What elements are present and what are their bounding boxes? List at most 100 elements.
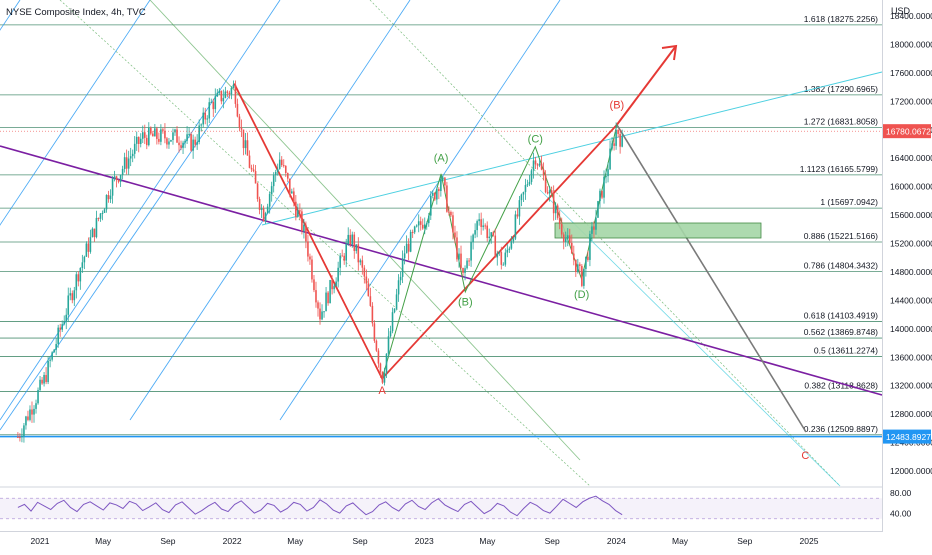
red-arrow-head (661, 44, 678, 61)
candle-body (19, 437, 21, 439)
candle-body (323, 311, 325, 313)
candle-body (232, 84, 235, 88)
candle-body (236, 103, 239, 117)
marked-level-badge (883, 429, 931, 444)
candle-body (276, 168, 279, 173)
candle-body (280, 159, 283, 166)
candle-body (125, 157, 128, 169)
candle-body (506, 249, 509, 253)
candle-body (214, 96, 217, 110)
candle-body (496, 253, 499, 258)
candle-body (164, 130, 166, 139)
rsi-tick-label: 40.00 (890, 509, 912, 519)
candle-body (621, 136, 623, 147)
candle-body (99, 213, 102, 219)
candle-body (81, 262, 84, 268)
candle-body (53, 349, 55, 353)
candle-body (49, 359, 51, 361)
candle-body (438, 189, 440, 192)
rsi-pane (0, 486, 882, 520)
candle-body (482, 225, 484, 227)
purple-trendline (0, 145, 883, 396)
candle-body (103, 209, 106, 213)
candle-body (59, 327, 61, 330)
candle-body (550, 190, 553, 194)
candle-body (333, 286, 335, 290)
candle-body (135, 136, 138, 144)
candle-body (252, 169, 255, 172)
candle-body (224, 91, 227, 98)
price-axis: 18400.0000 18000.0000 17600.0000 17200.0000… (0, 11, 932, 519)
candle-body (289, 178, 291, 194)
candle-body (558, 217, 561, 225)
candle-body (385, 353, 388, 373)
candle-body (220, 90, 223, 102)
candle-body (85, 243, 88, 257)
candle-body (401, 258, 404, 277)
candle-body (589, 233, 591, 260)
candle-body (419, 221, 422, 225)
candle-body (152, 133, 154, 137)
candle-body (158, 138, 160, 142)
fib-level-label: 0.562 (13869.8748) (804, 327, 878, 337)
candle-body (425, 223, 428, 225)
candle-body (556, 205, 559, 218)
target-zone-box (554, 222, 762, 239)
candle-body (87, 243, 90, 252)
candle-body (202, 112, 204, 125)
candle-body (264, 213, 267, 222)
time-tick-label: May (672, 536, 689, 546)
candle-body (79, 267, 82, 282)
candle-body (35, 403, 37, 409)
candle-body (534, 160, 537, 165)
candle-body (605, 176, 607, 178)
wave-label: (B) (458, 296, 473, 308)
candle-body (452, 215, 454, 233)
candle-body (190, 133, 192, 151)
price-tick-label: 12000.0000 (890, 466, 932, 476)
candle-body (361, 260, 364, 268)
candle-body (508, 248, 511, 250)
candle-body (585, 256, 587, 269)
candle-body (246, 140, 249, 156)
candle-body (131, 153, 134, 157)
candle-body (599, 190, 601, 202)
candle-body (311, 259, 313, 280)
candle-body (143, 132, 146, 138)
candle-body (228, 92, 231, 95)
candle-body (381, 371, 384, 383)
candle-body (61, 324, 64, 330)
candle-body (379, 363, 382, 372)
channel-line (149, 0, 581, 461)
candle-body (295, 201, 297, 217)
candle-body (619, 133, 621, 147)
fib-level-label: 0.5 (13611.2274) (814, 345, 878, 355)
candle-body (454, 232, 456, 238)
candle-body (91, 228, 94, 238)
candle-body (492, 232, 495, 236)
candle-body (121, 168, 124, 175)
candle-body (335, 281, 337, 287)
candle-body (168, 141, 170, 145)
candle-body (329, 280, 331, 304)
candle-body (23, 425, 25, 436)
currency-label[interactable]: USD (891, 6, 911, 16)
time-tick-label: May (95, 536, 112, 546)
candle-body (427, 215, 430, 224)
fib-level-label: 1 (15697.0942) (820, 197, 878, 207)
current-price-badge (883, 124, 931, 139)
candle-body (528, 181, 531, 185)
candle-body (339, 255, 341, 268)
candle-body (274, 172, 277, 176)
candle-body (351, 234, 354, 245)
wave-label: C (801, 450, 809, 462)
candle-body (409, 231, 412, 252)
fib-level-label: 0.618 (14103.4919) (804, 310, 878, 320)
candle-body (359, 260, 362, 263)
candle-body (89, 237, 92, 252)
candle-body (172, 132, 174, 140)
candle-body (29, 409, 31, 420)
time-tick-label: Sep (352, 536, 367, 546)
time-tick-label: May (287, 536, 304, 546)
